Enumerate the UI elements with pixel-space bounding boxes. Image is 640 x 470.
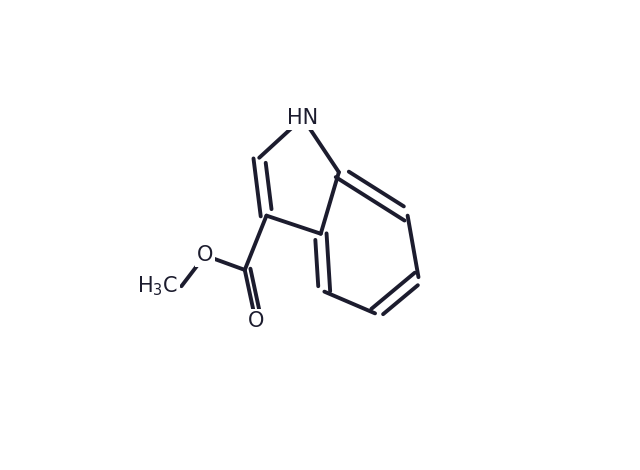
Text: HN: HN [287,108,318,128]
Text: H$_3$C: H$_3$C [138,274,179,298]
Text: O: O [196,245,213,266]
Text: O: O [248,311,264,330]
